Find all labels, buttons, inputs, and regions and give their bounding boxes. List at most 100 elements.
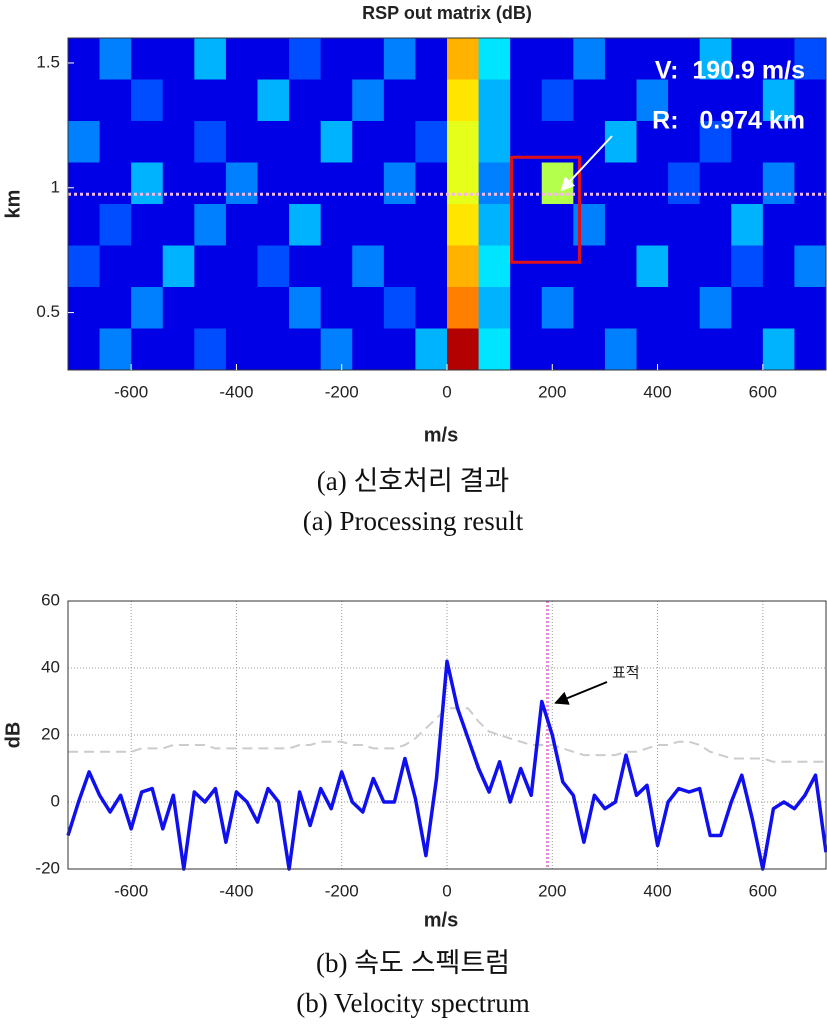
heat-cell bbox=[794, 328, 827, 371]
heat-cell bbox=[352, 328, 385, 371]
heat-cell bbox=[510, 328, 543, 371]
caption: (a) Processing result bbox=[303, 506, 524, 536]
heat-cell bbox=[447, 121, 480, 163]
heat-cell bbox=[731, 79, 764, 122]
heat-cell bbox=[447, 162, 480, 205]
heat-cell bbox=[573, 38, 606, 80]
heat-cell bbox=[131, 245, 164, 288]
annotation-arrow bbox=[554, 681, 608, 705]
heat-cell bbox=[131, 204, 164, 246]
heat-cell bbox=[131, 79, 164, 122]
heat-cell bbox=[194, 328, 227, 371]
heat-cell bbox=[794, 287, 827, 329]
heat-cell bbox=[636, 79, 669, 122]
heat-cell bbox=[510, 204, 543, 246]
heat-cell bbox=[762, 121, 795, 163]
heat-cell bbox=[99, 121, 132, 163]
heat-cell bbox=[541, 245, 574, 288]
heat-cell bbox=[257, 204, 290, 246]
heat-cell bbox=[320, 121, 353, 163]
heat-cell bbox=[194, 245, 227, 288]
heat-cell bbox=[99, 162, 132, 205]
heat-cell bbox=[731, 162, 764, 205]
heat-cell bbox=[257, 162, 290, 205]
heat-cell bbox=[162, 38, 195, 80]
heat-cell bbox=[320, 287, 353, 329]
y-tick-label: 0 bbox=[51, 791, 60, 810]
x-tick-label: 400 bbox=[643, 881, 671, 900]
heat-cell bbox=[699, 245, 732, 288]
heat-cell bbox=[794, 79, 827, 122]
heat-cell bbox=[225, 287, 258, 329]
heat-cell bbox=[447, 287, 480, 329]
heat-cell bbox=[510, 287, 543, 329]
target-arrow bbox=[560, 135, 613, 192]
heat-cell bbox=[699, 38, 732, 80]
heat-cell bbox=[352, 162, 385, 205]
heat-cell bbox=[668, 204, 701, 246]
heat-cell bbox=[194, 287, 227, 329]
heat-cell bbox=[731, 287, 764, 329]
heat-cell bbox=[604, 245, 637, 288]
heat-cell bbox=[383, 121, 416, 163]
heat-cell bbox=[289, 328, 322, 371]
heat-cell bbox=[636, 162, 669, 205]
x-tick-label: 200 bbox=[538, 382, 566, 401]
heat-cell bbox=[604, 287, 637, 329]
caption: (a) 신호처리 결과 bbox=[317, 466, 510, 496]
heat-cell bbox=[762, 162, 795, 205]
heat-cell bbox=[257, 79, 290, 122]
heat-cell bbox=[162, 121, 195, 163]
heat-cell bbox=[447, 328, 480, 371]
heat-cell bbox=[225, 245, 258, 288]
heat-cell bbox=[699, 79, 732, 122]
heat-cell bbox=[68, 287, 101, 329]
heat-cell bbox=[225, 121, 258, 163]
x-tick-label: 400 bbox=[643, 382, 671, 401]
caption: (b) 속도 스펙트럼 bbox=[316, 948, 510, 978]
heat-cell bbox=[636, 121, 669, 163]
heat-cell bbox=[541, 204, 574, 246]
heat-cell bbox=[68, 162, 101, 205]
heat-cell bbox=[510, 79, 543, 122]
heat-cell bbox=[604, 162, 637, 205]
heat-cell bbox=[415, 121, 448, 163]
heat-cell bbox=[731, 38, 764, 80]
heat-cell bbox=[225, 38, 258, 80]
y-tick-label: 1 bbox=[51, 177, 60, 196]
heat-cell bbox=[68, 79, 101, 122]
heat-cell bbox=[415, 162, 448, 205]
y-axis-label: dB bbox=[2, 722, 24, 749]
annotation: V: 190.9 m/s bbox=[655, 57, 805, 85]
heat-cell bbox=[762, 328, 795, 371]
x-tick-label: -200 bbox=[325, 382, 359, 401]
heat-cell bbox=[541, 328, 574, 371]
heat-cell bbox=[352, 121, 385, 163]
x-tick-label: 0 bbox=[442, 382, 451, 401]
heat-cell bbox=[99, 328, 132, 371]
heat-cell bbox=[604, 328, 637, 371]
heat-cell bbox=[257, 287, 290, 329]
heat-cell bbox=[794, 162, 827, 205]
heat-cell bbox=[225, 328, 258, 371]
heat-cell bbox=[573, 79, 606, 122]
heat-cell bbox=[383, 162, 416, 205]
heat-cell bbox=[320, 245, 353, 288]
heat-cell bbox=[541, 79, 574, 122]
heat-cell bbox=[99, 245, 132, 288]
heat-cell bbox=[668, 287, 701, 329]
heat-cell bbox=[668, 38, 701, 80]
heat-cell bbox=[257, 121, 290, 163]
heat-cell bbox=[194, 204, 227, 246]
heat-cell bbox=[257, 245, 290, 288]
heat-cell bbox=[668, 121, 701, 163]
heat-cell bbox=[289, 204, 322, 246]
x-axis-label: m/s bbox=[424, 424, 458, 446]
heat-cell bbox=[162, 245, 195, 288]
y-tick-label: 40 bbox=[41, 657, 60, 676]
heat-cell bbox=[636, 38, 669, 80]
heat-cell bbox=[762, 245, 795, 288]
heat-cell bbox=[257, 38, 290, 80]
y-tick-label: 1.5 bbox=[36, 52, 60, 71]
heat-cell bbox=[257, 328, 290, 371]
